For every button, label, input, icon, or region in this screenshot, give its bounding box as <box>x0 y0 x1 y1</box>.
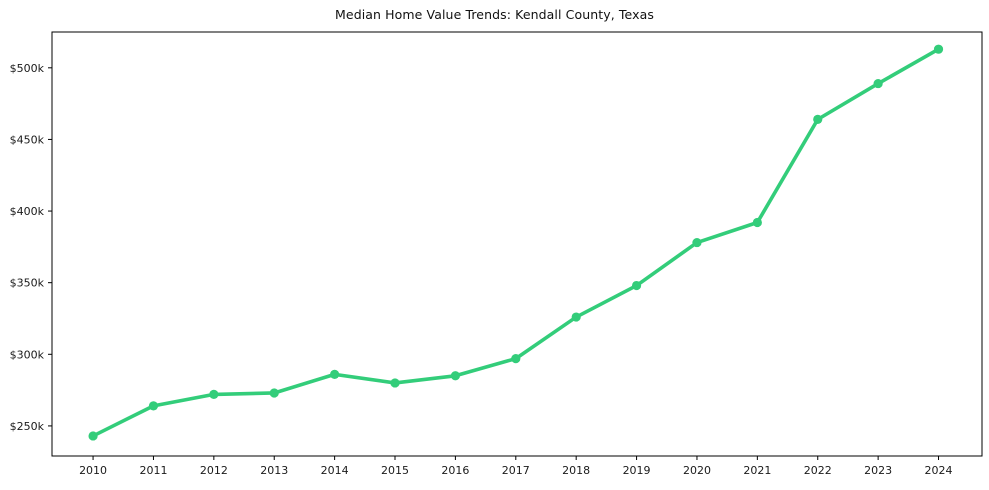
data-point-2015 <box>390 378 400 388</box>
data-point-2016 <box>450 371 461 381</box>
data-point-2017 <box>511 353 521 364</box>
y-tick-label: $400k <box>10 205 45 218</box>
data-point-2018 <box>571 312 581 322</box>
data-point-2022 <box>813 114 823 124</box>
plot-border <box>51 31 983 457</box>
x-tick-label: 2020 <box>683 464 711 477</box>
x-tick-label: 2013 <box>260 464 288 477</box>
x-tick-label: 2011 <box>139 464 167 477</box>
data-point-2011 <box>148 401 159 411</box>
data-point-2013 <box>269 388 279 398</box>
x-tick-label: 2024 <box>925 464 953 477</box>
chart-title: Median Home Value Trends: Kendall County… <box>335 7 654 22</box>
x-tick-label: 2016 <box>441 464 469 477</box>
x-tick-label: 2010 <box>79 464 107 477</box>
x-tick-label: 2021 <box>743 464 771 477</box>
data-point-2019 <box>631 280 642 291</box>
data-point-2012 <box>209 389 219 400</box>
x-tick-label: 2019 <box>623 464 651 477</box>
data-point-2021 <box>752 217 762 228</box>
data-point-2020 <box>692 237 702 248</box>
x-tick-label: 2023 <box>864 464 892 477</box>
data-point-2024 <box>933 44 944 54</box>
trend-line <box>91 47 941 438</box>
y-tick-label: $250k <box>10 420 45 433</box>
x-tick-label: 2015 <box>381 464 409 477</box>
x-tick-label: 2017 <box>502 464 530 477</box>
data-point-2010 <box>88 431 98 441</box>
data-point-2014 <box>330 369 340 379</box>
x-tick-label: 2014 <box>321 464 349 477</box>
data-point-2023 <box>873 78 883 89</box>
x-tick-label: 2022 <box>804 464 832 477</box>
x-tick-label: 2012 <box>200 464 228 477</box>
y-tick-label: $300k <box>10 348 45 361</box>
y-tick-label: $500k <box>10 62 45 75</box>
y-tick-label: $450k <box>10 133 45 146</box>
y-tick-label: $350k <box>10 277 45 290</box>
x-tick-label: 2018 <box>562 464 590 477</box>
